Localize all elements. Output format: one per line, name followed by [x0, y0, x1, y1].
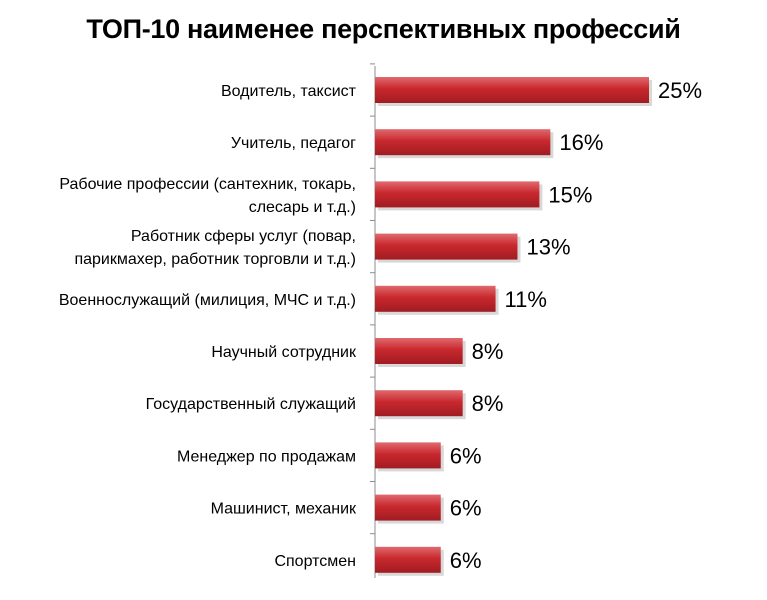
category-label: Военнослужащий (милиция, МЧС и т.д.): [59, 292, 356, 309]
bar-value-label: 8%: [472, 391, 504, 416]
bar-value-label: 13%: [526, 235, 570, 260]
category-label: Работник сферы услуг (повар, парикмахер, …: [74, 228, 356, 268]
category-label: Научный сотрудник: [211, 344, 357, 361]
bar-value-label: 6%: [450, 496, 482, 521]
category-label: Водитель, таксист: [221, 83, 357, 100]
bar: [375, 181, 540, 208]
bar: [375, 285, 496, 312]
bar-value-label: 25%: [658, 78, 702, 103]
bar-value-label: 16%: [559, 130, 603, 155]
category-label: Менеджер по продажам: [177, 448, 356, 465]
chart-title: ТОП-10 наименее перспективных профессий: [86, 14, 681, 44]
bar: [375, 77, 649, 103]
category-label: Рабочие профессии (сантехник, токарь, сле…: [59, 176, 356, 216]
bar: [375, 390, 463, 417]
bar-value-label: 15%: [548, 182, 592, 207]
bar-value-label: 6%: [450, 548, 482, 573]
bar: [375, 546, 441, 573]
category-label: Государственный служащий: [146, 396, 356, 413]
bar-value-label: 6%: [450, 443, 482, 468]
bar: [375, 442, 441, 469]
bar-value-label: 11%: [505, 287, 547, 312]
bar: [375, 494, 441, 521]
bar: [375, 233, 518, 260]
category-label: Машинист, механик: [211, 501, 357, 518]
bar-value-label: 8%: [472, 339, 504, 364]
category-label: Учитель, педагог: [231, 135, 356, 152]
bar: [375, 129, 551, 156]
bar: [375, 338, 463, 364]
category-label: Спортсмен: [274, 553, 356, 570]
